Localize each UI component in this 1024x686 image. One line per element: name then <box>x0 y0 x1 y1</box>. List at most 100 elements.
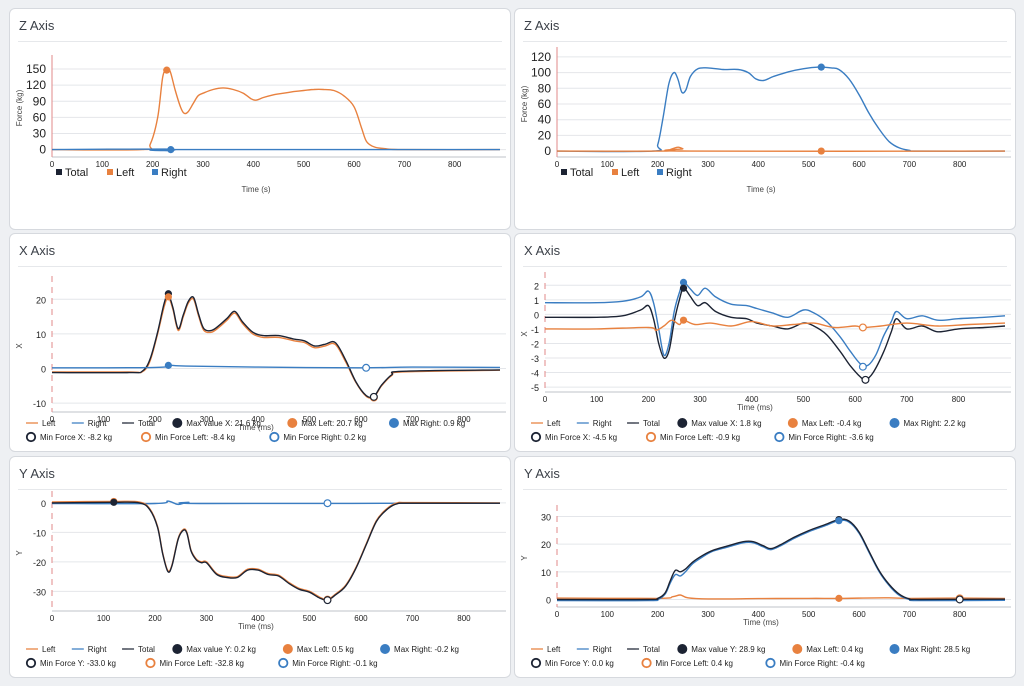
x-tick-label: 400 <box>251 415 265 424</box>
y-tick-label: 0 <box>544 144 551 158</box>
y-tick-label: 30 <box>541 513 551 523</box>
legend-swatch-right <box>152 169 158 175</box>
x-tick-label: 100 <box>96 160 110 169</box>
x-tick-label: 700 <box>406 415 420 424</box>
legend-ring-left <box>140 431 152 443</box>
x-tick-label: 0 <box>50 614 55 623</box>
legend-label: Max Right: 2.2 kg <box>904 419 966 428</box>
x-tick-label: 700 <box>903 160 917 169</box>
x-tick-label: 0 <box>555 160 560 169</box>
legend-label: Max value X: 1.8 kg <box>691 419 761 428</box>
x-tick-label: 600 <box>347 160 361 169</box>
x-tick-label: 700 <box>903 610 917 619</box>
legend-label: Min Force Right: -3.6 kg <box>788 433 873 442</box>
x-tick-label: 100 <box>97 415 111 424</box>
marker-right <box>858 362 867 371</box>
x-tick-label: 800 <box>448 160 462 169</box>
x-axis-label: Time (ms) <box>737 403 773 412</box>
x-tick-label: 200 <box>148 415 162 424</box>
x-tick-label: 0 <box>50 415 55 424</box>
panel-title: X Axis <box>524 243 561 258</box>
x-tick-label: 300 <box>701 610 715 619</box>
y-axis-label: Force (kg) <box>15 89 24 126</box>
marker-right <box>167 146 175 154</box>
y-tick-label: 0 <box>534 310 539 320</box>
legend-label: Max value Y: 0.2 kg <box>186 645 256 654</box>
y-tick-label: -10 <box>33 399 46 409</box>
series-line-left <box>51 67 501 151</box>
x-tick-label: 300 <box>701 160 715 169</box>
x-tick-label: 100 <box>97 614 111 623</box>
legend-dot-left <box>282 644 293 654</box>
panel-z-left: Z Axis 0 30 60 90 120 150 0 100 200 300 400 500 600 7… <box>9 8 511 230</box>
legend-label: Min Force Y: -33.0 kg <box>40 659 116 668</box>
panel-z-right: Z Axis 0 20 40 60 80 100 120 0 100 200 300 400 500 60… <box>514 8 1016 230</box>
legend-label: Right <box>88 419 107 428</box>
y-tick-label: 2 <box>534 281 539 291</box>
y-tick-label: 40 <box>538 113 552 127</box>
legend-dot-left <box>787 418 798 428</box>
legend-label: Min Force X: -8.2 kg <box>40 433 112 442</box>
x-tick-label: 700 <box>406 614 420 623</box>
x-tick-label: 100 <box>601 610 615 619</box>
legend-label: Total <box>138 419 155 428</box>
legend-ring-left <box>645 431 657 443</box>
legend-ring-left <box>641 657 652 669</box>
y-tick-label: 1 <box>534 296 539 306</box>
series-line-right <box>51 500 501 506</box>
legend-ring-total <box>25 657 37 669</box>
x-tick-label: 200 <box>146 160 160 169</box>
series-line-left <box>51 296 501 399</box>
legend-label: Min Force Right: 0.2 kg <box>283 433 366 442</box>
title-divider <box>18 41 502 42</box>
marker-left <box>835 594 843 602</box>
legend-dot-right <box>388 418 399 428</box>
title-divider <box>523 489 1007 490</box>
legend-swatch-left <box>612 169 618 175</box>
series-line-total <box>51 293 501 399</box>
y-tick-label: 20 <box>538 128 552 142</box>
legend-dot-total <box>172 418 183 428</box>
y-tick-label: -5 <box>531 383 539 393</box>
x-tick-label: 200 <box>651 160 665 169</box>
panel-y-right: Y Axis 0 10 20 30 0 100 200 300 400 500 600 700 800 Y… <box>514 456 1016 678</box>
y-tick-label: 20 <box>541 540 551 550</box>
legend-ring-right <box>278 657 289 669</box>
marker-right <box>835 517 843 525</box>
x-tick-label: 500 <box>303 614 317 623</box>
marker-total <box>369 392 378 401</box>
x-tick-label: 800 <box>953 160 967 169</box>
legend-label: Max Left: 0.5 kg <box>297 645 354 654</box>
marker-right <box>164 361 172 369</box>
legend-swatch-right <box>657 169 663 175</box>
legend-label: Right <box>593 419 612 428</box>
legend-label: Max Left: 0.4 kg <box>806 645 863 654</box>
x-axis-label: Time (s) <box>746 185 775 194</box>
x-tick-label: 500 <box>802 160 816 169</box>
y-tick-label: -20 <box>33 558 46 568</box>
marker-right <box>362 363 371 372</box>
legend-label: Left <box>547 419 561 428</box>
x-tick-label: 800 <box>457 614 471 623</box>
legend-label: Max Left: -0.4 kg <box>802 419 862 428</box>
marker-left <box>817 147 825 155</box>
legend-swatch-total <box>56 169 62 175</box>
x-tick-label: 800 <box>457 415 471 424</box>
series-line-right <box>544 281 1006 367</box>
legend-dot-total <box>677 644 688 654</box>
marker-right <box>323 499 332 508</box>
series-line-left <box>544 319 1006 332</box>
series-line-right <box>556 519 1006 602</box>
legend-dot-right <box>380 644 391 654</box>
legend-label: Max Right: -0.2 kg <box>394 645 459 654</box>
series-line-right <box>556 66 1006 153</box>
marker-right <box>679 278 688 286</box>
x-tick-label: 500 <box>802 610 816 619</box>
x-tick-label: 300 <box>196 160 210 169</box>
x-tick-label: 400 <box>745 395 759 404</box>
legend-dot-left <box>792 644 803 654</box>
y-axis-label: Force (kg) <box>520 85 529 122</box>
legend-label: Min Force Right: -0.1 kg <box>292 659 377 668</box>
legend-ring-total <box>25 431 37 443</box>
